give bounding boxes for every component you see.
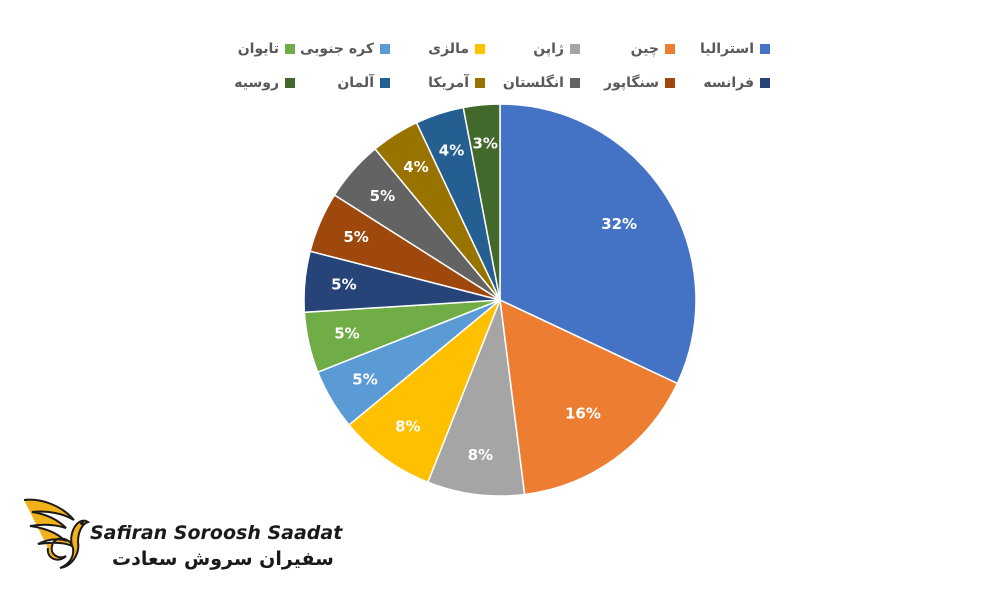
legend-row: استرالیا چین ژاپن مالزی کره جنوبی تایوان (200, 32, 770, 66)
pie-slice-3 (347, 299, 501, 484)
legend-item: آمریکا (390, 75, 485, 91)
legend-item: سنگاپور (580, 75, 675, 91)
legend-item: فرانسه (675, 75, 770, 91)
legend-swatch (570, 78, 580, 88)
chart-legend: استرالیا چین ژاپن مالزی کره جنوبی تایوان فرانس… (200, 32, 770, 100)
legend-swatch (665, 78, 675, 88)
legend-swatch (475, 44, 485, 54)
legend-item: استرالیا (675, 41, 770, 57)
slice-value-label-5: 5% (334, 325, 359, 343)
legend-swatch (475, 78, 485, 88)
legend-swatch (285, 44, 295, 54)
slice-value-label-8: 5% (370, 187, 395, 205)
legend-item: آلمان (295, 75, 390, 91)
pie-slice-11 (462, 103, 501, 301)
legend-swatch (665, 44, 675, 54)
slice-value-label-4: 5% (352, 370, 377, 388)
slice-value-label-11: 3% (473, 134, 498, 152)
pie-slice-0 (499, 103, 697, 385)
pie-slice-1 (499, 298, 679, 496)
legend-label: استرالیا (699, 41, 754, 57)
legend-label: فرانسه (703, 75, 754, 91)
slice-value-label-1: 16% (565, 405, 601, 423)
slice-value-label-0: 32% (601, 215, 637, 233)
legend-label: کره جنوبی (300, 41, 374, 57)
slice-value-label-3: 8% (395, 417, 420, 435)
bird-logo-icon (23, 498, 91, 569)
legend-item: ژاپن (485, 41, 580, 57)
legend-swatch (760, 78, 770, 88)
pie-slices (303, 103, 697, 497)
slice-value-label-7: 5% (343, 228, 368, 246)
legend-item: تایوان (200, 41, 295, 57)
slice-value-label-10: 4% (439, 141, 464, 159)
brand-name-fa: سفیران سروش سعادت (112, 548, 334, 570)
legend-item: کره جنوبی (295, 41, 390, 57)
legend-swatch (380, 44, 390, 54)
legend-swatch (285, 78, 295, 88)
legend-label: ژاپن (533, 41, 564, 57)
legend-swatch (380, 78, 390, 88)
slice-value-label-2: 8% (468, 446, 493, 464)
legend-row: فرانسه سنگاپور انگلستان آمریکا آلمان روسیه (200, 66, 770, 100)
legend-label: سنگاپور (604, 75, 659, 91)
legend-swatch (570, 44, 580, 54)
legend-swatch (760, 44, 770, 54)
legend-label: مالزی (428, 41, 469, 57)
slice-value-label-9: 4% (403, 158, 428, 176)
legend-label: آمریکا (428, 75, 469, 91)
legend-item: روسیه (200, 75, 295, 91)
legend-item: چین (580, 41, 675, 57)
brand-name-en: Safiran Soroosh Saadat (90, 522, 343, 544)
legend-label: انگلستان (502, 75, 564, 91)
pie-labels: 32% 16% 8% 8% 5% 5% 5% 5% 5% 4% 4% 3% (331, 134, 637, 464)
pie-slice-2 (426, 299, 526, 497)
legend-label: روسیه (234, 75, 279, 91)
legend-label: چین (630, 41, 659, 57)
legend-label: تایوان (237, 41, 279, 57)
legend-item: انگلستان (485, 75, 580, 91)
legend-label: آلمان (337, 75, 374, 91)
brand-logo: Safiran Soroosh Saadat سفیران سروش سعادت (22, 492, 342, 582)
legend-item: مالزی (390, 41, 485, 57)
slice-value-label-6: 5% (331, 276, 356, 294)
